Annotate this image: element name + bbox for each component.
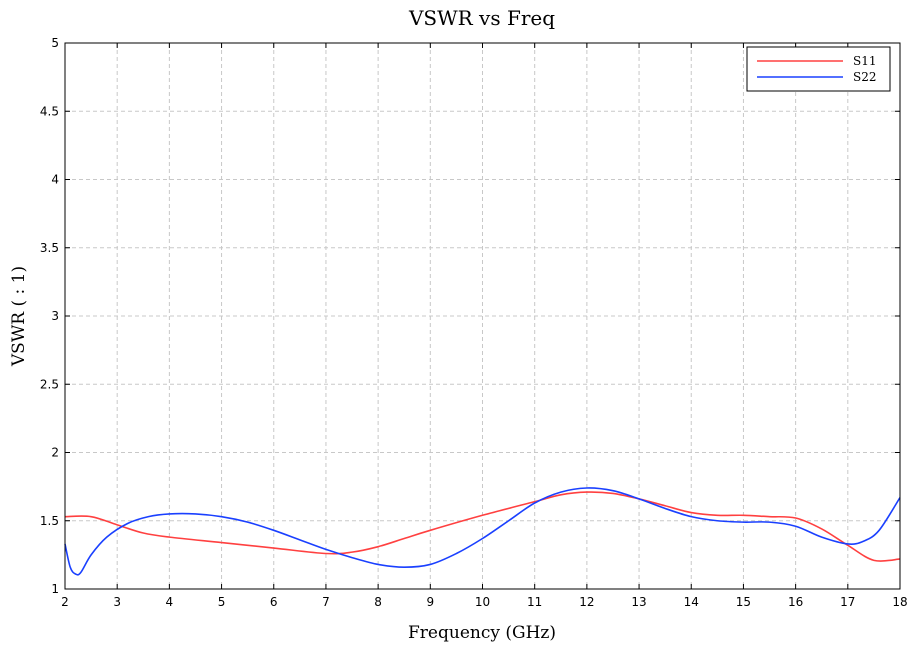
- y-tick-label: 1: [51, 582, 59, 596]
- series-line-s22: [64, 487, 901, 576]
- x-tick-label: 18: [892, 595, 907, 609]
- tick-labels: 2 3 4 5 6 7 8 9 10 11 12 13 14 15 16 17 18 1 1.5 2 2.5 3 3.5 4 4…: [40, 36, 908, 609]
- x-tick-label: 12: [579, 595, 594, 609]
- series-layer: [64, 487, 901, 576]
- x-tick-label: 3: [113, 595, 121, 609]
- y-tick-label: 5: [51, 36, 59, 50]
- x-tick-label: 10: [475, 595, 490, 609]
- x-tick-label: 2: [61, 595, 69, 609]
- legend-label-s11: S11: [853, 54, 877, 68]
- y-tick-label: 2: [51, 446, 59, 460]
- y-axis-label: VSWR ( : 1): [9, 266, 29, 367]
- y-tick-label: 4: [51, 173, 59, 187]
- y-tick-label: 3: [51, 309, 59, 323]
- legend-label-s22: S22: [853, 70, 877, 84]
- x-tick-label: 17: [840, 595, 855, 609]
- x-tick-label: 7: [322, 595, 330, 609]
- legend: S11 S22: [746, 46, 891, 92]
- grid: [65, 43, 900, 589]
- x-tick-label: 6: [270, 595, 278, 609]
- x-tick-label: 5: [218, 595, 226, 609]
- y-tick-label: 2.5: [40, 377, 59, 391]
- y-tick-label: 3.5: [40, 241, 59, 255]
- x-tick-label: 8: [374, 595, 382, 609]
- x-tick-label: 4: [166, 595, 174, 609]
- y-tick-label: 4.5: [40, 104, 59, 118]
- x-tick-label: 13: [631, 595, 646, 609]
- y-tick-label: 1.5: [40, 514, 59, 528]
- x-tick-label: 11: [527, 595, 542, 609]
- x-axis-label: Frequency (GHz): [408, 623, 556, 643]
- series-line-s11: [64, 491, 901, 562]
- legend-box: [746, 46, 891, 92]
- x-tick-label: 14: [684, 595, 699, 609]
- x-tick-label: 9: [426, 595, 434, 609]
- x-tick-label: 16: [788, 595, 803, 609]
- chart-title: VSWR vs Freq: [408, 6, 555, 30]
- x-tick-label: 15: [736, 595, 751, 609]
